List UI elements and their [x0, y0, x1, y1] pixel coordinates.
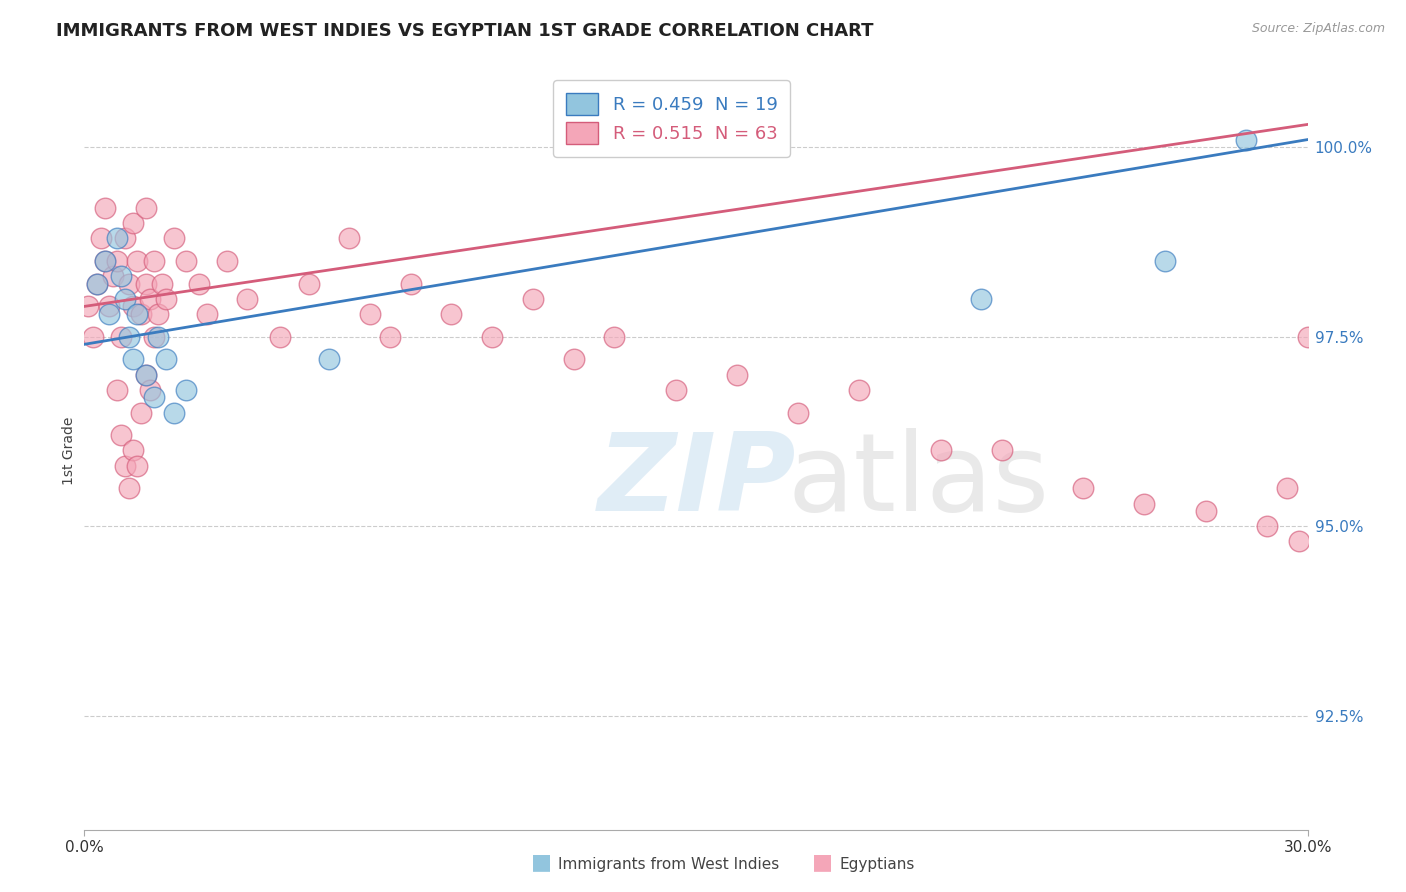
Point	[97, 307, 120, 321]
Point	[359, 307, 381, 321]
Point	[90, 231, 112, 245]
Point	[135, 368, 157, 382]
Point	[481, 330, 503, 344]
Point	[135, 368, 157, 382]
Point	[339, 231, 361, 245]
Point	[929, 443, 952, 458]
Point	[217, 254, 239, 268]
Point	[1256, 519, 1278, 533]
Point	[174, 254, 197, 268]
Y-axis label: 1st Grade: 1st Grade	[62, 417, 76, 484]
Point	[848, 383, 870, 397]
Point	[399, 277, 422, 291]
Point	[138, 383, 160, 397]
Point	[122, 443, 145, 458]
Point	[142, 254, 165, 268]
Text: IMMIGRANTS FROM WEST INDIES VS EGYPTIAN 1ST GRADE CORRELATION CHART: IMMIGRANTS FROM WEST INDIES VS EGYPTIAN …	[56, 22, 873, 40]
Point	[93, 254, 115, 268]
Point	[93, 254, 115, 268]
Point	[1288, 534, 1310, 549]
Point	[236, 292, 259, 306]
Point	[86, 277, 108, 291]
Point	[127, 458, 149, 473]
Point	[195, 307, 218, 321]
Point	[440, 307, 463, 321]
Text: Source: ZipAtlas.com: Source: ZipAtlas.com	[1251, 22, 1385, 36]
Point	[187, 277, 209, 291]
Point	[122, 300, 145, 314]
Point	[131, 406, 153, 420]
Point	[174, 383, 197, 397]
Point	[122, 352, 145, 367]
Text: ZIP: ZIP	[598, 428, 796, 533]
Text: Immigrants from West Indies: Immigrants from West Indies	[558, 857, 779, 872]
Text: Egyptians: Egyptians	[839, 857, 915, 872]
Point	[77, 300, 100, 314]
Point	[135, 277, 157, 291]
Point	[269, 330, 291, 344]
Point	[1236, 133, 1258, 147]
Point	[97, 300, 120, 314]
Point	[135, 201, 157, 215]
Point	[105, 383, 128, 397]
Point	[138, 292, 160, 306]
Point	[110, 269, 132, 284]
Text: ■: ■	[813, 853, 832, 872]
Point	[127, 254, 149, 268]
Point	[82, 330, 104, 344]
Point	[1154, 254, 1177, 268]
Point	[163, 231, 186, 245]
Point	[562, 352, 585, 367]
Point	[991, 443, 1014, 458]
Point	[163, 406, 186, 420]
Point	[105, 254, 128, 268]
Point	[114, 292, 136, 306]
Point	[114, 458, 136, 473]
Point	[1195, 504, 1218, 518]
Point	[1073, 482, 1095, 496]
Text: ■: ■	[531, 853, 551, 872]
Point	[105, 231, 128, 245]
Point	[86, 277, 108, 291]
Point	[603, 330, 626, 344]
Point	[101, 269, 124, 284]
Legend: R = 0.459  N = 19, R = 0.515  N = 63: R = 0.459 N = 19, R = 0.515 N = 63	[553, 80, 790, 157]
Point	[146, 307, 169, 321]
Point	[155, 292, 177, 306]
Point	[146, 330, 169, 344]
Point	[1277, 482, 1299, 496]
Point	[110, 330, 132, 344]
Point	[150, 277, 173, 291]
Point	[114, 231, 136, 245]
Point	[110, 428, 132, 442]
Text: atlas: atlas	[787, 428, 1050, 533]
Point	[787, 406, 810, 420]
Point	[522, 292, 544, 306]
Point	[118, 330, 141, 344]
Point	[1133, 497, 1156, 511]
Point	[142, 391, 165, 405]
Point	[1296, 330, 1319, 344]
Point	[970, 292, 993, 306]
Point	[665, 383, 688, 397]
Point	[127, 307, 149, 321]
Point	[122, 216, 145, 230]
Point	[118, 277, 141, 291]
Point	[118, 482, 141, 496]
Point	[298, 277, 321, 291]
Point	[93, 201, 115, 215]
Point	[155, 352, 177, 367]
Point	[131, 307, 153, 321]
Point	[318, 352, 340, 367]
Point	[725, 368, 748, 382]
Point	[380, 330, 402, 344]
Point	[142, 330, 165, 344]
